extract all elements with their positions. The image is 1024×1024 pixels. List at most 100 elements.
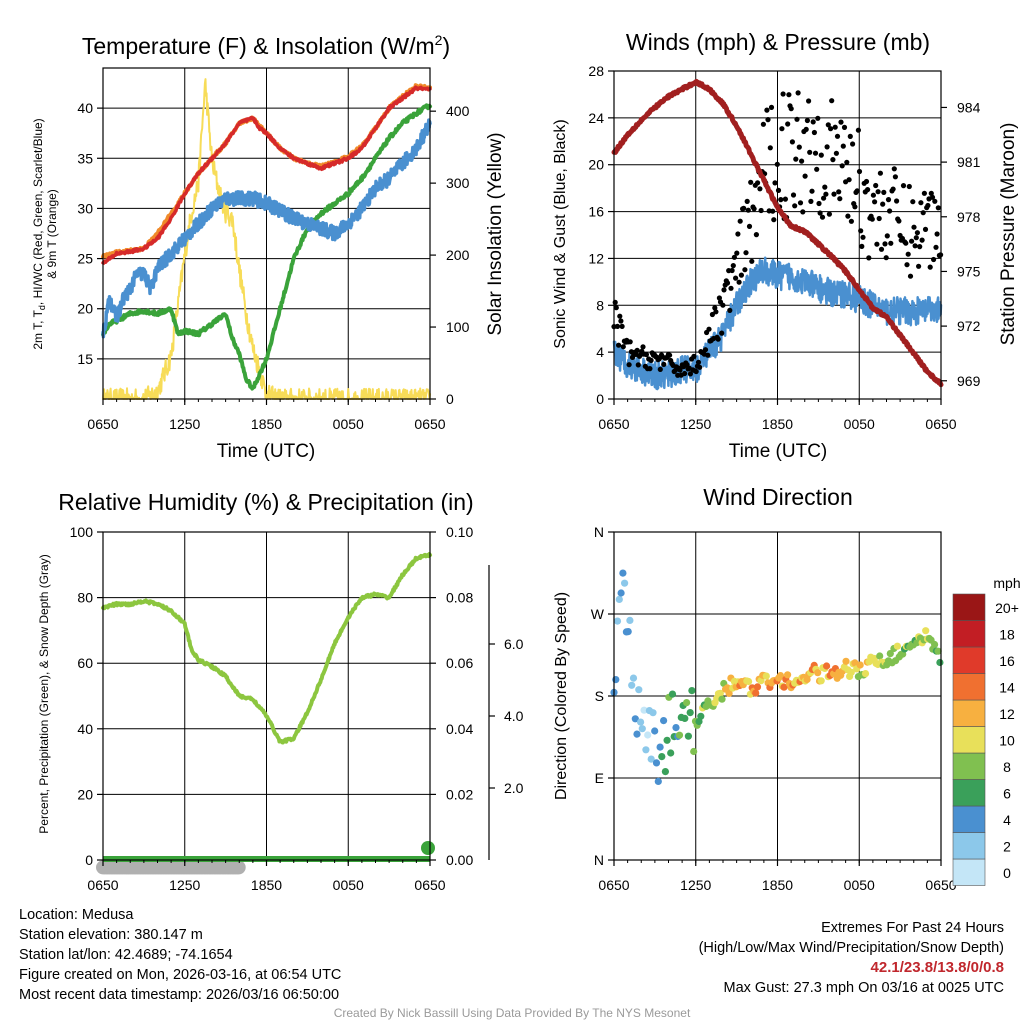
station-location: Location: Medusa	[19, 907, 134, 923]
gust-point	[765, 117, 771, 123]
gust-point	[802, 173, 808, 179]
wind-direction-point	[628, 681, 636, 689]
gust-point	[643, 351, 650, 358]
wind-direction-point	[631, 715, 639, 723]
gust-point	[648, 357, 654, 363]
wind-direction-point	[683, 699, 691, 707]
y-right-tick-label: 0.02	[446, 786, 473, 802]
gust-point	[831, 191, 837, 197]
gust-point	[907, 273, 914, 279]
gust-point	[667, 352, 673, 358]
gust-point	[741, 205, 747, 211]
gust-point	[865, 187, 871, 193]
wind-direction-x-ticks: 0650 1250 1850 0050 0650	[598, 860, 957, 893]
station-info: Location: Medusa Station elevation: 380.…	[19, 905, 341, 1005]
gust-point	[858, 228, 864, 234]
gust-point	[753, 232, 760, 238]
gust-point	[687, 371, 694, 377]
snow-depth-tick-label: 4.0	[504, 708, 524, 724]
gust-point	[734, 250, 740, 256]
colorbar-label: 14	[999, 680, 1015, 696]
most-recent-data: Most recent data timestamp: 2026/03/16 0…	[19, 987, 340, 1003]
wind-direction-point	[847, 668, 855, 676]
gust-point	[803, 126, 809, 132]
y-tick-label: 12	[588, 250, 604, 266]
wind-direction-point	[663, 736, 671, 744]
gust-point	[661, 361, 667, 367]
wind-direction-point	[651, 727, 659, 735]
gust-point	[838, 119, 844, 125]
gust-point	[904, 262, 910, 268]
y-tick-label: 16	[588, 204, 604, 220]
pressure-line	[611, 78, 944, 388]
gust-point	[935, 205, 941, 211]
gust-point	[870, 192, 877, 198]
gust-point	[836, 189, 842, 195]
gust-point	[640, 344, 646, 350]
winds-y-axis-label: Sonic Wind & Gust (Blue, Black)	[552, 119, 569, 348]
y-tick-label: 20	[77, 786, 93, 802]
gust-point	[800, 209, 806, 215]
colorbar-swatch	[952, 646, 986, 674]
wind-direction-point	[675, 731, 684, 739]
gust-point	[742, 267, 748, 273]
gust-point	[850, 141, 856, 147]
gust-point	[891, 166, 897, 172]
wind-direction-point	[672, 724, 680, 732]
gust-point	[799, 158, 805, 164]
gust-point	[745, 207, 751, 213]
gust-point	[712, 305, 718, 311]
gust-point	[925, 202, 931, 209]
y-tick-label: 80	[77, 590, 93, 606]
wind-direction-point	[637, 718, 645, 726]
temperature-x-axis-label: Time (UTC)	[217, 441, 316, 462]
gust-point	[834, 133, 841, 139]
gust-point	[852, 204, 858, 210]
gust-point	[626, 362, 632, 368]
gust-point	[743, 250, 749, 256]
wind-direction-point	[633, 730, 641, 738]
wind-direction-point	[723, 684, 732, 692]
y-tick-label: 0	[85, 852, 93, 868]
colorbar-label: 8	[1003, 759, 1011, 775]
gust-point	[881, 189, 887, 195]
gust-point	[920, 210, 926, 216]
colorbar-label: 18	[999, 627, 1015, 643]
y-right-tick-label: 0.08	[446, 590, 473, 606]
gust-point	[731, 254, 738, 260]
gust-point	[719, 330, 725, 336]
wind-direction-point	[640, 706, 648, 714]
pressure-y-ticks: 969 972 975 978 981 984	[941, 99, 981, 389]
gust-point	[729, 267, 735, 274]
dewpoint-line	[101, 103, 432, 391]
wind-direction-point	[617, 589, 625, 597]
gust-point	[845, 213, 851, 219]
gust-point	[832, 124, 838, 130]
x-tick-label: 0650	[925, 416, 956, 432]
gust-point	[705, 352, 711, 358]
wind-direction-point	[893, 642, 902, 650]
colorbar-title: mph	[993, 575, 1020, 591]
temperature-title: Temperature (F) & Insolation (W/m2)	[82, 32, 450, 59]
humidity-y-axis-label: Percent, Precipitation (Green), & Snow D…	[37, 554, 51, 833]
wind-direction-point	[814, 669, 822, 677]
gust-point	[818, 152, 824, 158]
gust-point	[848, 218, 855, 224]
colorbar-swatch	[952, 858, 986, 886]
colorbar-label: 0	[1003, 865, 1011, 881]
gust-point	[905, 251, 911, 257]
y-right-tick-label: 969	[957, 373, 981, 389]
x-tick-label: 1850	[762, 416, 793, 432]
gust-point	[833, 150, 840, 156]
y-right-tick-label: 975	[957, 263, 981, 279]
gust-point	[795, 90, 801, 96]
gust-point	[916, 263, 922, 269]
gust-point	[824, 144, 830, 150]
wind-direction-point	[725, 689, 733, 698]
wind-direction-point	[856, 661, 864, 669]
winds-title: Winds (mph) & Pressure (mb)	[626, 29, 930, 55]
gust-point	[693, 368, 699, 375]
gust-point	[713, 309, 719, 315]
gust-point	[900, 183, 907, 189]
gust-point	[906, 183, 912, 190]
